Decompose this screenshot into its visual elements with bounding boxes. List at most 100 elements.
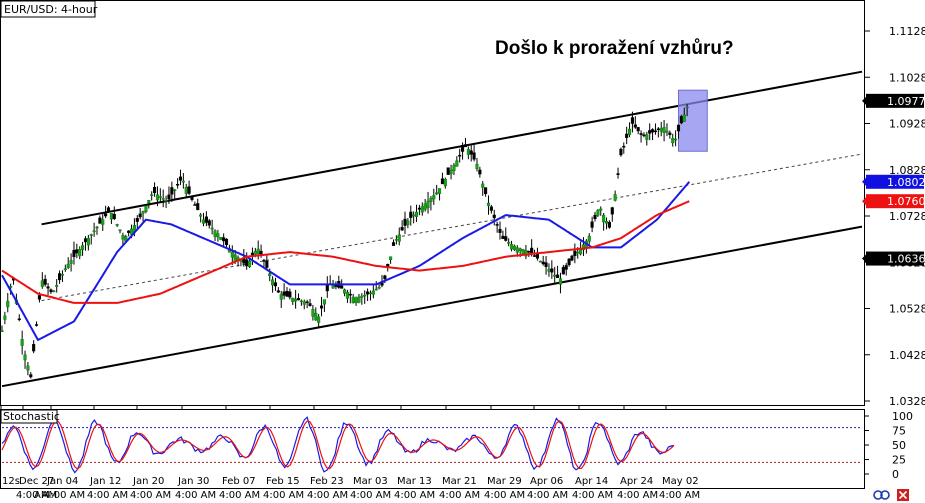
time-tick-time: 4:00 AM [130, 490, 171, 501]
candle [538, 260, 542, 263]
candle [6, 292, 10, 313]
stochastic-d-line [1, 420, 675, 470]
candle [449, 164, 453, 180]
price-tags: 1.0977 1.0802 1.0760 1.0636 [862, 93, 925, 266]
candle [423, 198, 427, 212]
candlestick-series [0, 104, 689, 379]
candle [210, 219, 214, 235]
candle [43, 274, 47, 287]
candle [305, 299, 309, 309]
candle [354, 296, 358, 306]
candle [276, 287, 280, 293]
candle [104, 205, 108, 219]
candle [92, 222, 96, 237]
candle [81, 241, 85, 256]
candle [492, 209, 496, 226]
candle [432, 188, 436, 205]
candle [58, 270, 62, 284]
candle [366, 288, 370, 302]
price-tick-label: 1.1128 [889, 25, 925, 38]
candle [89, 233, 93, 245]
price-tag-pointer [862, 96, 866, 105]
time-tick-date: Apr 14 [575, 476, 608, 487]
candle [616, 167, 620, 179]
candle [556, 265, 560, 278]
candle [662, 119, 666, 142]
price-tick-label: 1.0828 [889, 164, 925, 177]
candle [279, 290, 283, 308]
time-tick-time: 4:00 AM [87, 490, 128, 501]
time-tick-time: 4:00 AM [439, 490, 480, 501]
candle [83, 236, 88, 251]
candle [196, 198, 200, 211]
candle [587, 233, 591, 246]
candle [440, 172, 444, 185]
price-tag-box [866, 194, 924, 209]
time-tick-date: Feb 23 [310, 476, 344, 487]
stochastic-label: Stochastic [3, 410, 60, 423]
candle [147, 200, 151, 209]
time-tick-date: 12s [2, 476, 20, 487]
candle [613, 190, 617, 202]
moving-average-red-line [1, 200, 690, 304]
symbol-label: EUR/USD: 4-hour [4, 3, 98, 16]
candle [469, 145, 473, 162]
time-tick-date: Jan 30 [177, 476, 209, 487]
stochastic-tick-label: 50 [892, 439, 906, 452]
stochastic-tick-label: 75 [892, 425, 906, 438]
candle [271, 276, 275, 293]
candle [153, 182, 157, 197]
candle [308, 298, 312, 307]
candle [112, 206, 116, 221]
candle [648, 123, 652, 141]
time-tick-date: Mar 29 [487, 476, 522, 487]
candle [371, 285, 375, 299]
candle [262, 258, 266, 268]
candle [184, 183, 188, 198]
candle [481, 181, 485, 196]
time-tick-date: Mar 13 [397, 476, 432, 487]
time-tick-time: 4:00 AM [394, 490, 435, 501]
candle [265, 255, 269, 271]
candle [319, 296, 324, 317]
candle [69, 253, 73, 272]
candle [213, 229, 217, 242]
close-icon[interactable] [897, 489, 909, 501]
candle [671, 133, 675, 147]
price-axis: 1.11281.10281.09281.08281.07281.06281.05… [865, 25, 925, 408]
price-tag-box [866, 174, 924, 189]
candle [541, 255, 545, 266]
sync-icon[interactable] [873, 490, 890, 500]
stochastic-pane-frame [0, 409, 865, 489]
candle [374, 281, 378, 291]
candle [302, 299, 306, 310]
candle [397, 227, 401, 246]
candle [443, 177, 447, 189]
price-tag-pointer [862, 254, 866, 263]
candle [394, 235, 398, 245]
candle [32, 340, 36, 354]
candle [561, 264, 565, 275]
candle [676, 124, 681, 139]
candle [360, 293, 364, 305]
stochastic-k-line [1, 416, 675, 474]
candle [216, 229, 220, 242]
candle [60, 270, 65, 283]
price-tag-box [866, 93, 924, 108]
time-tick-date: Mar 03 [353, 476, 388, 487]
candle [498, 221, 502, 240]
price-tag-label: 1.0977 [887, 95, 925, 108]
price-tick-label: 1.1028 [889, 71, 925, 84]
time-tick-time: 4:00 AM [219, 490, 260, 501]
time-tick-date: Jan 20 [132, 476, 164, 487]
candle [389, 256, 393, 264]
channel-mid-line [41, 153, 863, 302]
candle [524, 245, 528, 260]
stochastic-tick-label: 25 [892, 454, 906, 467]
candle [653, 123, 658, 135]
candle [98, 215, 102, 224]
candle [351, 293, 355, 304]
time-tick-time: AM [34, 490, 49, 501]
time-tick-time: 4:00 AM [16, 490, 57, 501]
